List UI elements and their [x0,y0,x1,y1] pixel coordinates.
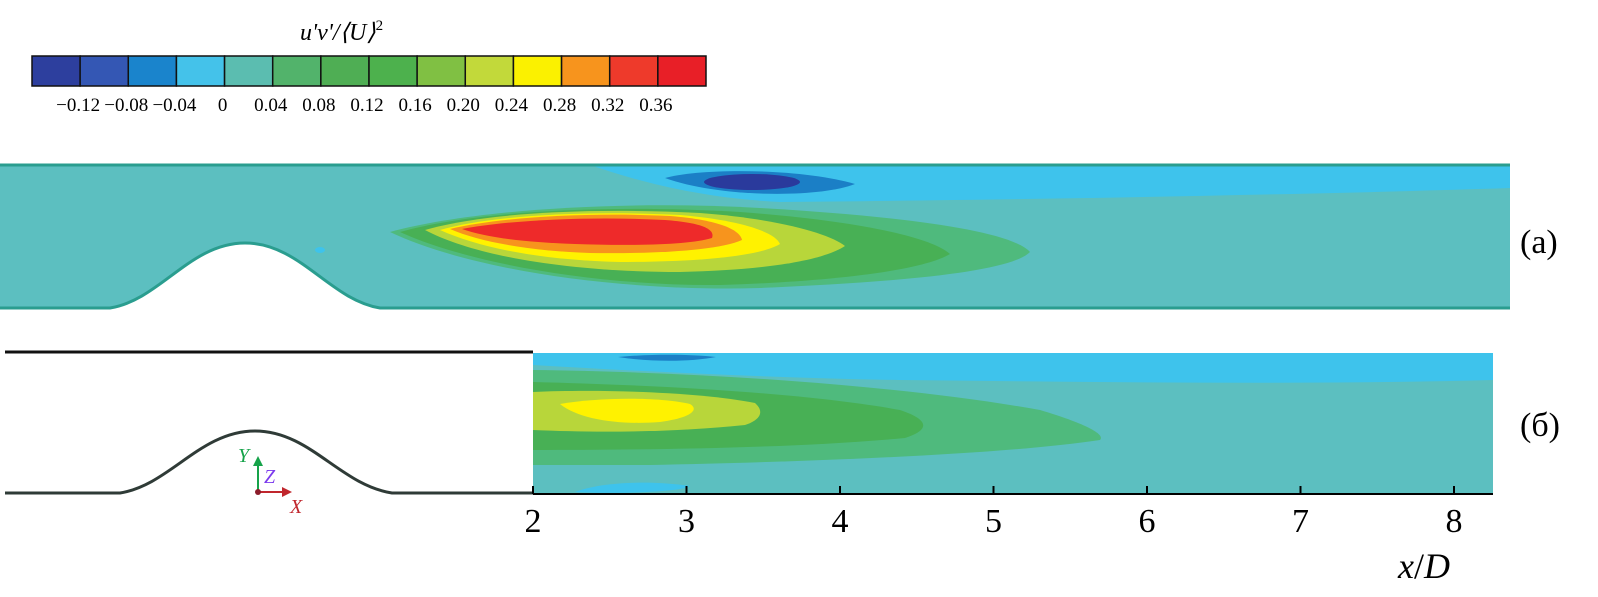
colorbar-swatch [320,55,370,87]
x-axis-tick-label: 7 [1292,503,1309,540]
x-axis-label-d: D [1423,546,1450,586]
panel-b-mid-blue-strip [618,354,716,361]
colorbar-swatch [223,55,274,87]
colorbar-swatch [271,55,322,87]
colorbar-tick-label: 0.28 [543,95,576,116]
colorbar-tick-label: 0.16 [399,95,432,116]
colorbar-tick-label: 0 [218,95,228,116]
panel-b-bottom-blue-patch [575,482,690,493]
colorbar-tick-label: −0.12 [56,95,100,116]
x-axis: 2 3 4 5 6 7 8 x/D [525,486,1493,586]
panel-a-label: (a) [1520,224,1558,261]
x-axis-label: x/D [1397,546,1450,586]
colorbar-title-quantity: u'v'/ [300,20,342,46]
x-axis-tick-label: 5 [985,503,1002,540]
panel-a-dark-blue-core [704,174,800,190]
panel-b-contour-field [533,353,1493,494]
colorbar-swatch [79,55,130,87]
x-axis-tick-label: 4 [832,503,849,540]
x-axis-label-x: x [1397,546,1414,586]
colorbar-swatches [31,55,707,87]
triad-x-label: X [289,496,303,518]
colorbar-title-mean: ⟨U⟩ [340,20,377,46]
triad-x-arrowhead [282,487,292,497]
panel-b: (б) Y Z X 2 3 4 5 6 7 8 x/D [5,350,1560,586]
colorbar-tick-label: −0.08 [104,95,148,116]
colorbar-swatch [175,55,226,87]
colorbar-swatch [608,55,659,87]
panel-b-yellow-region [560,398,694,423]
colorbar-swatch [127,55,178,87]
colorbar-swatch [368,55,418,87]
colorbar-tick-labels: −0.12 −0.08 −0.04 0 0.04 0.08 0.12 0.16 0.20 0.24… [56,95,672,116]
colorbar-tick-label: 0.32 [591,95,624,116]
colorbar-tick-label: −0.04 [152,95,196,116]
triad-origin [255,489,261,495]
panel-b-light-blue-band [533,353,1493,383]
colorbar-swatch [512,55,563,87]
x-axis-label-slash: / [1414,546,1424,586]
colorbar-tick-label: 0.36 [639,95,672,116]
triad-z-label: Z [264,466,276,488]
colorbar-tick-label: 0.24 [495,95,529,116]
colorbar: u'v'/⟨U⟩2 −0.12 −0.08 −0.04 0 0.04 0.08 0.12 0.… [31,18,707,116]
axis-triad: Y Z X [238,445,303,518]
panel-a-contour-field [0,165,1510,308]
colorbar-tick-label: 0.08 [302,95,335,116]
x-axis-tick-label: 6 [1139,503,1156,540]
panel-b-label: (б) [1520,407,1560,444]
triad-y-label: Y [238,445,251,467]
colorbar-swatch [560,55,611,87]
x-axis-tick-label: 3 [678,503,695,540]
panel-a: (a) [0,163,1558,310]
colorbar-swatch [657,55,707,87]
x-axis-tick-label: 2 [525,503,542,540]
panel-b-hill-outline [5,429,533,495]
panel-a-blue-spot [315,247,325,253]
colorbar-swatch [416,55,467,87]
panel-a-light-blue-band [590,165,1510,202]
x-axis-ticks: 2 3 4 5 6 7 8 [525,486,1463,540]
colorbar-swatch [31,55,81,87]
colorbar-swatch [464,55,515,87]
colorbar-tick-label: 0.20 [447,95,480,116]
colorbar-tick-label: 0.04 [254,95,288,116]
colorbar-tick-label: 0.12 [350,95,383,116]
colorbar-title-exponent: 2 [376,18,384,34]
x-axis-tick-label: 8 [1446,503,1463,540]
triad-y-arrowhead [253,456,263,466]
panel-a-red-core [462,218,713,245]
colorbar-title: u'v'/⟨U⟩2 [300,18,383,46]
panel-a-hill-wall [0,241,1510,310]
